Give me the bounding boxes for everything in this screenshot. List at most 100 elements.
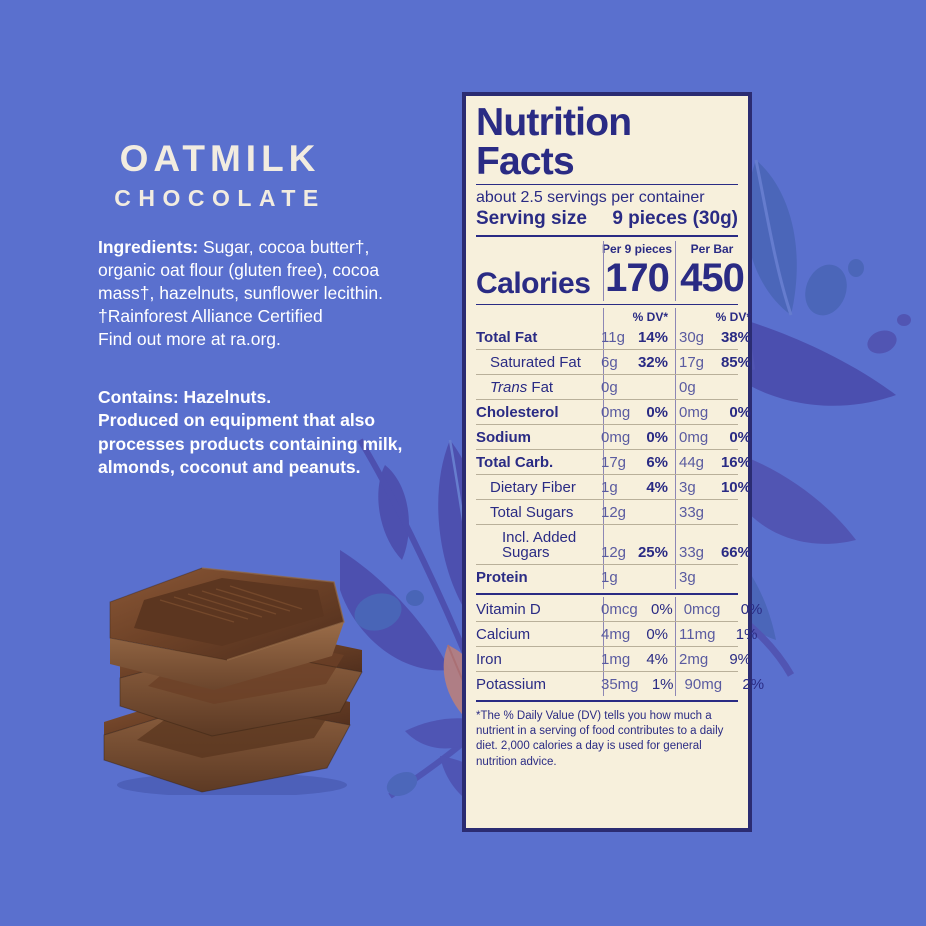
ingredients-label: Ingredients: (98, 237, 199, 257)
nutrient-dv-per-bar: 1% (735, 625, 758, 643)
calories-label: Calories (476, 266, 591, 300)
nutrient-amount-per-serving: 0mg (601, 403, 631, 421)
divider-above-footnote (476, 699, 738, 702)
nutrient-amount-per-serving: 12g (601, 503, 627, 521)
dv-header-a: % DV* (632, 309, 668, 324)
nutrient-name: Potassium (476, 675, 547, 693)
nutrient-dv-per-serving: 0% (646, 625, 668, 643)
nutrient-dv-per-serving: 14% (637, 328, 668, 346)
nutrient-name: Dietary Fiber (490, 478, 576, 496)
nutrient-name: Sodium (476, 428, 531, 446)
nutrient-amount-per-serving: 1g (601, 478, 618, 496)
nutrient-amount-per-serving: 4mg (601, 625, 631, 643)
daily-value-footnote: *The % Daily Value (DV) tells you how mu… (476, 709, 724, 768)
nutrient-amount-per-bar: 3g (679, 478, 696, 496)
calories-value-b: 450 (680, 255, 745, 300)
table-row: Vitamin D 0mcg 0% 0mcg 0% (476, 597, 762, 621)
nutrient-name: Vitamin D (476, 600, 541, 618)
nutrient-dv-per-serving: 1% (651, 675, 674, 693)
dv-header-row: % DV* % DV* (476, 308, 751, 325)
divider-above-micronutrients (476, 592, 738, 595)
nutrient-name: Iron (476, 650, 502, 668)
allergen-contains: Contains: Hazelnuts. (98, 387, 272, 407)
calories-row: Calories 170 450 (476, 255, 745, 301)
nutrient-amount-per-serving: 17g (601, 453, 627, 471)
ingredients-block: Ingredients: Sugar, cocoa butter†, organ… (98, 236, 428, 351)
nutrient-dv-per-bar: 2% (742, 675, 765, 693)
nutrient-name: Total Fat (476, 328, 538, 346)
allergen-block: Contains: Hazelnuts. Produced on equipme… (98, 386, 438, 479)
micronutrient-rows-container: Vitamin D 0mcg 0% 0mcg 0% Calcium 4mg 0% 11mg 1% I… (476, 597, 764, 696)
nutrient-dv-per-bar: 38% (720, 328, 751, 346)
calories-value-a: 170 (605, 255, 670, 300)
column-a-header: Per 9 pieces (601, 241, 673, 256)
product-info-panel: OATMILK CHOCOLATE Ingredients: Sugar, co… (0, 0, 455, 926)
nutrient-dv-per-bar: 16% (720, 453, 751, 471)
column-b-header: Per Bar (690, 241, 734, 256)
allergen-produced: Produced on equipment that also processe… (98, 410, 403, 477)
table-row: Total Carb. 17g 6% 44g 16% (476, 448, 751, 474)
nutrient-amount-per-serving: 11g (601, 328, 625, 346)
nutrient-amount-per-serving: 0mcg (601, 600, 638, 618)
nutrient-name: Calcium (476, 625, 531, 643)
nutrient-name: Total Sugars (490, 503, 574, 521)
nutrient-amount-per-bar: 0mg (679, 403, 709, 421)
nutrient-amount-per-bar: 30g (679, 328, 705, 346)
nutrient-amount-per-bar: 3g (679, 568, 696, 586)
nutrient-name: Trans Fat (490, 378, 554, 396)
nutrient-dv-per-bar: 85% (720, 353, 751, 371)
servings-per-container: about 2.5 servings per container (476, 189, 705, 206)
dv-header-b: % DV* (715, 309, 751, 324)
nutrient-dv-per-bar: 10% (720, 478, 751, 496)
nutrient-amount-per-bar: 90mg (684, 675, 723, 693)
table-row: Total Sugars 12g 33g (476, 498, 738, 524)
nutrient-amount-per-serving: 1mg (601, 650, 631, 668)
nutrient-amount-per-bar: 17g (679, 353, 705, 371)
ingredients-body: Sugar, cocoa butter†, organic oat flour … (98, 237, 383, 303)
nutrient-amount-per-bar: 44g (679, 453, 705, 471)
brand-name-primary: OATMILK (119, 138, 321, 179)
nutrient-amount-per-bar: 0mcg (683, 600, 721, 618)
nutrient-amount-per-bar: 2mg (679, 650, 709, 668)
nutrition-facts-panel: Nutrition Facts about 2.5 servings per c… (462, 92, 764, 832)
table-row: Potassium 35mg 1% 90mg 2% (476, 670, 764, 696)
serving-size-row: Serving size 9 pieces (30g) (476, 208, 738, 231)
nutrient-dv-per-bar: 0% (740, 600, 763, 618)
nutrient-name: Protein (476, 568, 528, 586)
divider-under-title (476, 184, 738, 185)
nutrient-dv-per-bar: 9% (729, 650, 751, 668)
nutrient-dv-per-serving: 32% (637, 353, 668, 371)
nutrient-dv-per-serving: 0% (646, 428, 668, 446)
table-row: Calcium 4mg 0% 11mg 1% (476, 620, 757, 646)
nutrient-amount-per-serving: 0mg (601, 428, 631, 446)
nutrient-dv-per-bar: 0% (729, 403, 751, 421)
brand-name-secondary: CHOCOLATE (114, 184, 326, 211)
nutrient-dv-per-serving: 4% (646, 650, 668, 668)
nutrient-name: Saturated Fat (490, 353, 581, 371)
table-row: Total Fat 11g 14% 30g 38% (476, 325, 751, 349)
nutrient-amount-per-serving: 12g (601, 543, 627, 561)
nutrient-dv-per-serving: 0% (646, 403, 668, 421)
chocolate-stack-image (103, 567, 363, 795)
table-row: Sodium 0mg 0% 0mg 0% (476, 423, 751, 449)
nutrient-amount-per-bar: 0mg (679, 428, 709, 446)
certification-line: †Rainforest Alliance Certified (98, 305, 323, 326)
nutrient-name: Incl. Added Sugars (502, 528, 577, 561)
nutrient-dv-per-serving: 0% (651, 600, 673, 618)
nutrient-dv-per-serving: 6% (646, 453, 668, 471)
divider-under-calories (476, 303, 738, 305)
nutrient-dv-per-bar: 0% (729, 428, 751, 446)
nutrient-amount-per-bar: 33g (679, 503, 705, 521)
nutrient-dv-per-bar: 66% (720, 543, 751, 561)
find-out-more-line: Find out more at ra.org. (98, 328, 281, 349)
serving-size-label: Serving size (476, 208, 587, 230)
nutrient-amount-per-bar: 33g (679, 543, 705, 561)
table-row: Protein 1g 3g (476, 563, 738, 589)
ingredients-paragraph: Ingredients: Sugar, cocoa butter†, organ… (98, 236, 428, 305)
per-column-headers: Per 9 pieces Per Bar (476, 239, 738, 256)
table-row: Dietary Fiber 1g 4% 3g 10% (476, 473, 751, 499)
serving-size-value: 9 pieces (30g) (612, 208, 738, 230)
nutrient-rows-container: Total Fat 11g 14% 30g 38% Saturated Fat 6g 32% 1… (476, 325, 751, 589)
chocolate-piece-top (109, 567, 345, 690)
table-row: Saturated Fat 6g 32% 17g 85% (476, 348, 751, 374)
